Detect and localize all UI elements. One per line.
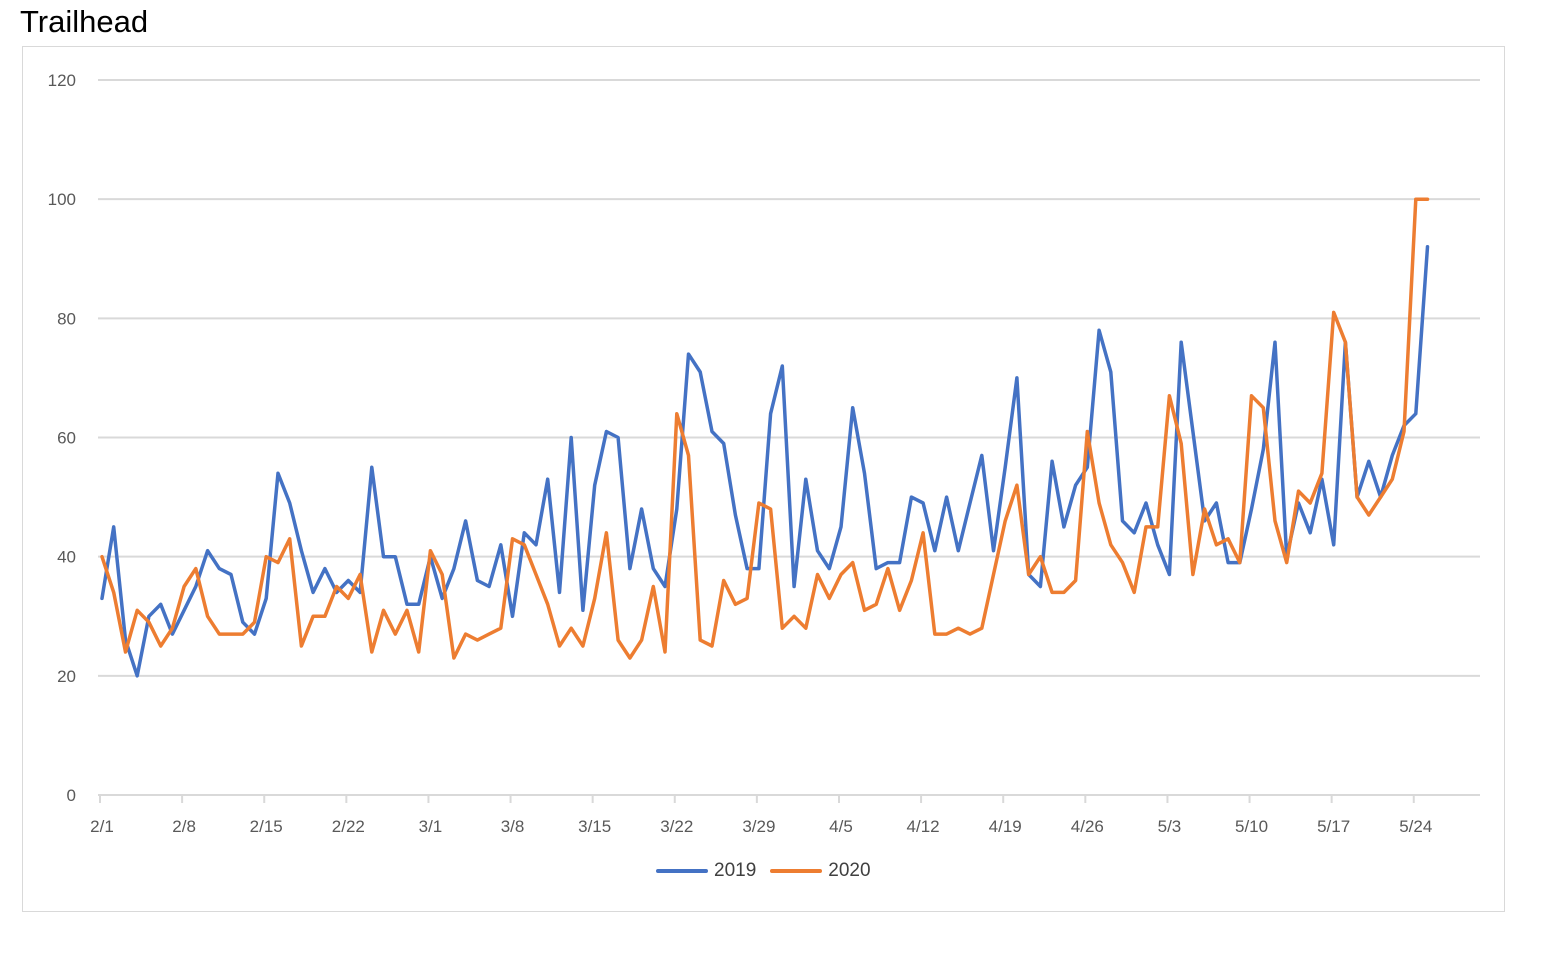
x-tick-label-3-1: 3/1: [419, 817, 443, 836]
series-line-2019: [100, 245, 1430, 678]
y-tick-label-120: 120: [48, 71, 76, 90]
x-tick-label-5-24: 5/24: [1399, 817, 1432, 836]
x-tick-label-2-8: 2/8: [172, 817, 196, 836]
x-tick-label-4-5: 4/5: [829, 817, 853, 836]
axes: [98, 794, 1480, 803]
legend-swatch-2019: [656, 869, 708, 873]
y-axis-tick-labels: 0 20 40 60 80 100 120: [48, 71, 76, 805]
chart-title: Trailhead: [20, 4, 149, 39]
x-tick-label-5-17: 5/17: [1317, 817, 1350, 836]
y-tick-label-80: 80: [57, 309, 76, 328]
x-tick-label-3-22: 3/22: [660, 817, 693, 836]
x-tick-label-3-8: 3/8: [501, 817, 525, 836]
series-lines: [100, 197, 1430, 678]
y-tick-label-20: 20: [57, 667, 76, 686]
x-tick-label-4-12: 4/12: [907, 817, 940, 836]
x-tick-label-2-22: 2/22: [332, 817, 365, 836]
legend-label-2019: 2019: [714, 860, 757, 881]
y-tick-label-0: 0: [67, 786, 76, 805]
x-tick-label-3-29: 3/29: [742, 817, 775, 836]
y-tick-label-100: 100: [48, 190, 76, 209]
y-tick-label-60: 60: [57, 429, 76, 448]
legend-item-2020[interactable]: 2020: [770, 860, 871, 882]
x-tick-label-4-19: 4/19: [989, 817, 1022, 836]
x-axis-tick-labels: 2/1 2/8 2/15 2/22 3/1 3/8 3/15 3/22 3/29 4/5 4/12 4…: [90, 817, 1432, 836]
chart-frame: [22, 46, 1505, 912]
x-tick-label-4-26: 4/26: [1071, 817, 1104, 836]
y-tick-label-40: 40: [57, 548, 76, 567]
legend: 2019 2020: [656, 860, 871, 882]
legend-swatch-2020: [770, 869, 823, 873]
series-line-2020: [100, 197, 1430, 660]
gridlines: [98, 79, 1480, 677]
x-tick-label-2-1: 2/1: [90, 817, 114, 836]
x-tick-label-2-15: 2/15: [250, 817, 283, 836]
x-tick-label-5-10: 5/10: [1235, 817, 1268, 836]
x-tick-label-5-3: 5/3: [1158, 817, 1182, 836]
legend-item-2019[interactable]: 2019: [656, 860, 756, 882]
legend-label-2020: 2020: [828, 860, 871, 881]
x-tick-label-3-15: 3/15: [578, 817, 611, 836]
